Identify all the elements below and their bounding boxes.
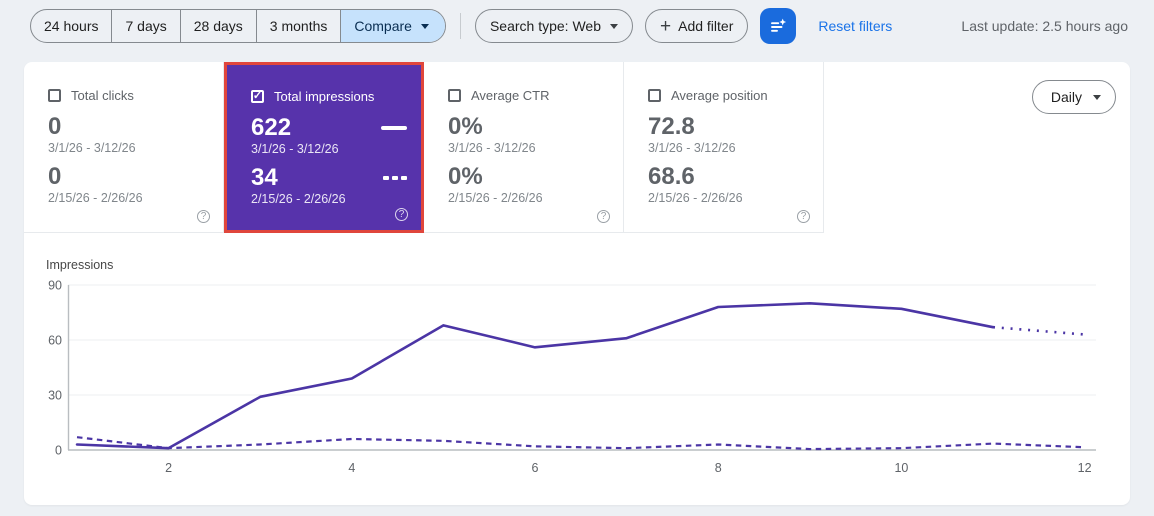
range-button-7-days[interactable]: 7 days — [111, 10, 179, 42]
metric-period1: 3/1/26 - 3/12/26 — [48, 141, 136, 155]
metric-period1: 3/1/26 - 3/12/26 — [448, 141, 536, 155]
add-filter-label: Add filter — [678, 18, 734, 34]
metric-value-row: 622 — [251, 115, 407, 140]
range-button-3-months[interactable]: 3 months — [255, 10, 341, 42]
metric-label: Average CTR — [471, 88, 550, 103]
metric-label: Average position — [671, 88, 768, 103]
y-tick-label: 30 — [48, 389, 62, 403]
metric-card-average-ctr[interactable]: Average CTR 0% 3/1/26 - 3/12/26 0% 2/15/… — [424, 62, 624, 233]
help-icon[interactable]: ? — [797, 210, 810, 223]
impressions-line-current — [75, 302, 995, 450]
metric-value-period2: 0 — [48, 163, 62, 190]
metric-period2: 2/15/26 - 2/26/26 — [48, 191, 143, 205]
metric-period2: 2/15/26 - 2/26/26 — [448, 191, 543, 205]
chevron-down-icon — [610, 23, 618, 29]
granularity-label: Daily — [1050, 89, 1082, 105]
metric-label: Total clicks — [71, 88, 134, 103]
metric-header: Average position — [648, 88, 807, 103]
average-position-checkbox[interactable] — [648, 89, 661, 102]
x-tick-label: 4 — [348, 461, 355, 475]
solid-line-indicator-icon — [381, 125, 407, 130]
metric-card-total-clicks[interactable]: Total clicks 0 3/1/26 - 3/12/26 0 2/15/2… — [24, 62, 224, 233]
compare-label: Compare — [354, 18, 412, 34]
x-tick-label: 8 — [715, 461, 722, 475]
chart-axis-title: Impressions — [46, 258, 114, 272]
impressions-line-compare — [76, 436, 1085, 451]
chart-section: Impressions 0 30 60 90 2 4 6 8 10 12 — [24, 233, 1130, 480]
x-tick-label: 2 — [165, 461, 172, 475]
metric-value-row: 34 — [251, 165, 407, 190]
metric-value-period2: 34 — [251, 164, 278, 191]
x-tick-label: 12 — [1078, 461, 1092, 475]
chevron-down-icon — [1093, 94, 1101, 100]
performance-panel: Total clicks 0 3/1/26 - 3/12/26 0 2/15/2… — [24, 62, 1130, 505]
help-icon[interactable]: ? — [395, 208, 408, 221]
metric-period1: 3/1/26 - 3/12/26 — [648, 141, 736, 155]
y-tick-label: 60 — [48, 334, 62, 348]
metric-header: Average CTR — [448, 88, 607, 103]
compare-button[interactable]: Compare — [340, 10, 445, 42]
granularity-dropdown[interactable]: Daily — [1031, 80, 1116, 114]
impressions-line-current-projection — [992, 325, 1085, 336]
metric-header: ✓ Total impressions — [251, 89, 407, 104]
metric-value-period1: 0 — [48, 113, 62, 140]
average-ctr-checkbox[interactable] — [448, 89, 461, 102]
toolbar: 24 hours 7 days 28 days 3 months Compare… — [30, 8, 1128, 44]
date-range-segmented-control: 24 hours 7 days 28 days 3 months Compare — [30, 9, 446, 43]
reset-filters-link[interactable]: Reset filters — [818, 18, 893, 34]
metric-period2: 2/15/26 - 2/26/26 — [648, 191, 743, 205]
metric-card-total-impressions[interactable]: ✓ Total impressions 622 3/1/26 - 3/12/26… — [224, 62, 424, 233]
total-impressions-checkbox[interactable]: ✓ — [251, 90, 264, 103]
metric-value-period1: 72.8 — [648, 113, 695, 140]
y-tick-label: 90 — [48, 279, 62, 293]
metrics-row: Total clicks 0 3/1/26 - 3/12/26 0 2/15/2… — [24, 62, 1130, 233]
plus-icon: + — [660, 15, 672, 37]
last-update-text: Last update: 2.5 hours ago — [961, 18, 1128, 34]
metric-value-period2: 0% — [448, 163, 483, 190]
metric-value-period1: 0% — [448, 113, 483, 140]
help-icon[interactable]: ? — [597, 210, 610, 223]
range-button-28-days[interactable]: 28 days — [179, 10, 256, 42]
metric-value-period2: 68.6 — [648, 163, 695, 190]
metric-card-average-position[interactable]: Average position 72.8 3/1/26 - 3/12/26 6… — [624, 62, 824, 233]
search-type-dropdown[interactable]: Search type: Web — [474, 9, 633, 43]
total-clicks-checkbox[interactable] — [48, 89, 61, 102]
impressions-line-chart: 0 30 60 90 2 4 6 8 10 12 — [48, 279, 1096, 475]
tune-sparkle-icon — [768, 16, 788, 36]
y-tick-label: 0 — [55, 444, 62, 458]
metric-label: Total impressions — [274, 89, 375, 104]
metric-header: Total clicks — [48, 88, 207, 103]
dashed-line-indicator-icon — [383, 175, 407, 180]
metric-value-period1: 622 — [251, 114, 292, 141]
metric-period1: 3/1/26 - 3/12/26 — [251, 142, 339, 156]
search-type-label: Search type: Web — [489, 18, 601, 34]
range-button-24-hours[interactable]: 24 hours — [44, 18, 99, 34]
help-icon[interactable]: ? — [197, 210, 210, 223]
smart-filter-button[interactable] — [760, 8, 797, 44]
chevron-down-icon — [420, 23, 429, 29]
add-filter-button[interactable]: + Add filter — [645, 9, 749, 43]
metric-period2: 2/15/26 - 2/26/26 — [251, 192, 346, 206]
x-tick-label: 6 — [532, 461, 539, 475]
x-tick-label: 10 — [894, 461, 908, 475]
toolbar-divider — [459, 13, 461, 39]
